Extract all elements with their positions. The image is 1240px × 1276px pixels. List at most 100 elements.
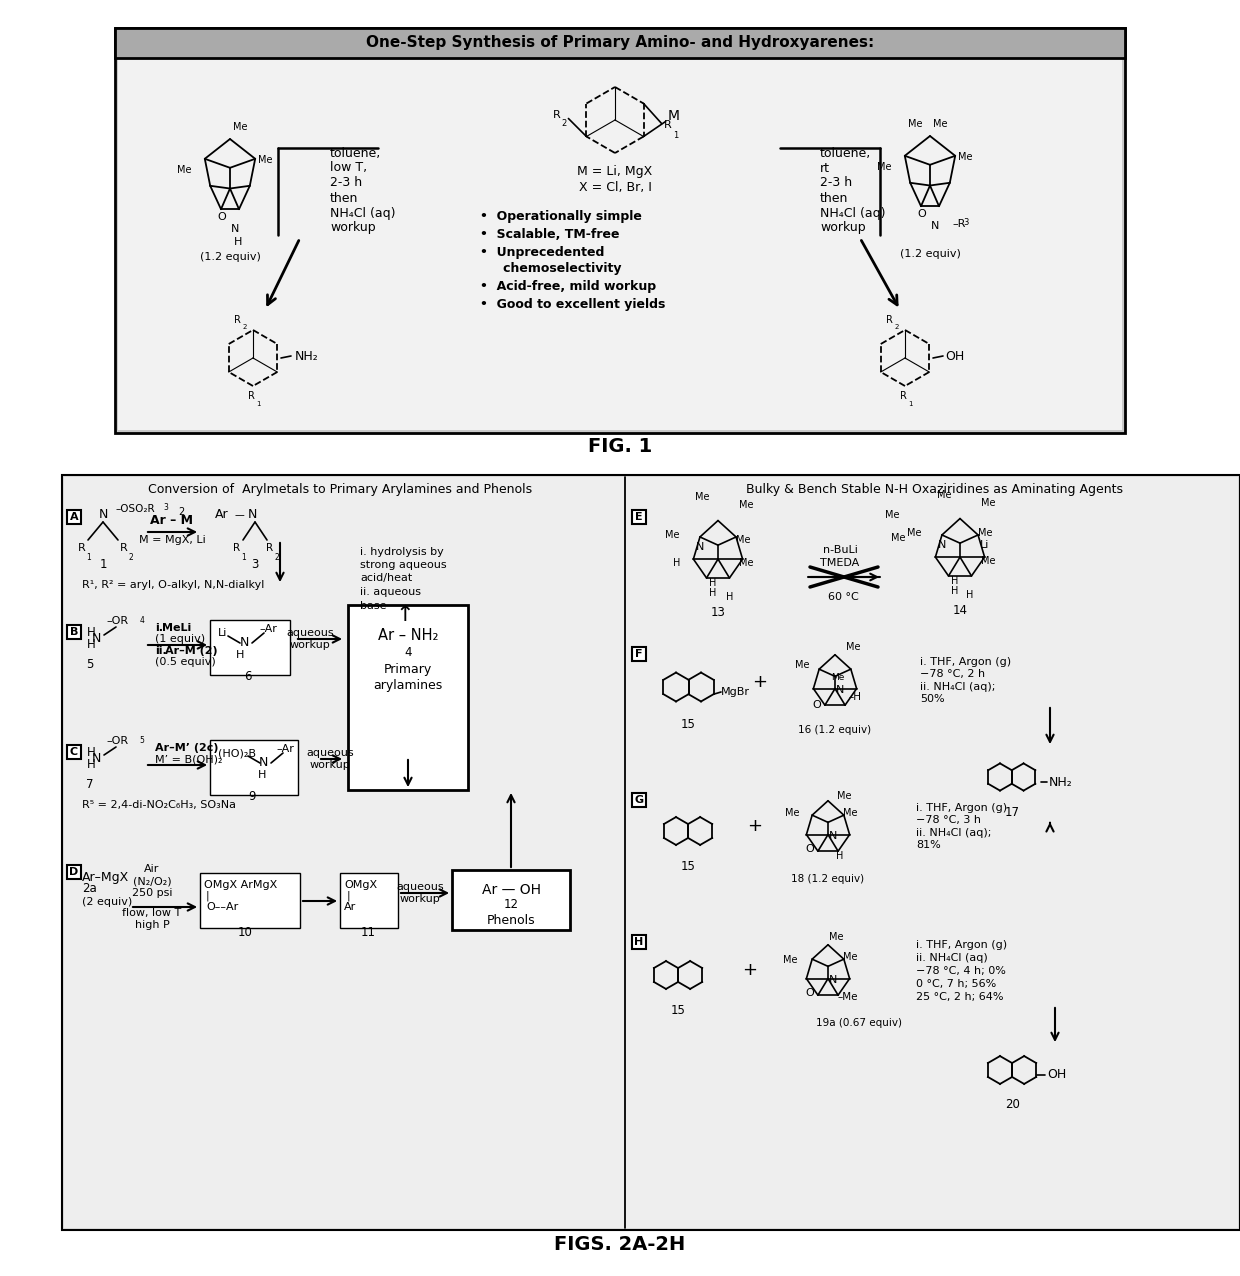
Text: N: N	[239, 637, 249, 649]
Text: –Ar: –Ar	[259, 624, 277, 634]
Text: Li: Li	[981, 540, 990, 550]
Text: 0 °C, 7 h; 56%: 0 °C, 7 h; 56%	[916, 979, 996, 989]
Text: 9: 9	[248, 791, 255, 804]
Text: MeLi: MeLi	[162, 623, 191, 633]
Text: 3: 3	[162, 503, 167, 512]
Text: 15: 15	[681, 860, 696, 873]
Text: Me: Me	[843, 808, 857, 818]
Text: (2 equiv): (2 equiv)	[82, 897, 133, 907]
Text: 5: 5	[87, 658, 94, 671]
Text: N: N	[98, 509, 108, 522]
Text: (0.5 equiv): (0.5 equiv)	[155, 657, 216, 667]
Text: G: G	[635, 795, 644, 805]
Bar	[62, 475, 1240, 1230]
Text: 2a: 2a	[82, 883, 97, 896]
Text: Ar–M’ (2c): Ar–M’ (2c)	[155, 743, 218, 753]
Text: |: |	[347, 891, 351, 901]
Bar	[67, 510, 81, 524]
Text: Bulky & Bench Stable N-H Oxaziridines as Aminating Agents: Bulky & Bench Stable N-H Oxaziridines as…	[746, 482, 1123, 495]
Text: (N₂/O₂): (N₂/O₂)	[133, 877, 171, 886]
Text: NH₄Cl (aq): NH₄Cl (aq)	[820, 207, 885, 219]
Text: R: R	[885, 315, 893, 325]
Text: H: H	[951, 575, 959, 586]
Text: toluene,: toluene,	[330, 147, 381, 160]
Text: 20: 20	[1006, 1099, 1021, 1111]
Text: Me: Me	[937, 490, 952, 500]
Text: H: H	[234, 237, 242, 248]
Text: R: R	[899, 390, 906, 401]
Text: C: C	[69, 746, 78, 757]
Text: 7: 7	[87, 778, 94, 791]
Text: H: H	[87, 746, 95, 759]
Text: R: R	[78, 544, 86, 553]
Text: workup: workup	[399, 894, 440, 903]
Text: +: +	[753, 672, 768, 692]
Text: H: H	[87, 638, 95, 652]
Text: 3: 3	[963, 218, 968, 227]
Text: R: R	[553, 110, 560, 120]
Text: One-Step Synthesis of Primary Amino- and Hydroxyarenes:: One-Step Synthesis of Primary Amino- and…	[366, 36, 874, 51]
Text: H: H	[87, 627, 95, 639]
Text: OMgX ArMgX: OMgX ArMgX	[205, 880, 278, 889]
Text: Ar: Ar	[215, 509, 228, 522]
Text: 50%: 50%	[920, 694, 945, 704]
Text: rt: rt	[820, 162, 830, 175]
Text: (1 equiv): (1 equiv)	[155, 634, 205, 644]
Text: acid/heat: acid/heat	[360, 573, 412, 583]
Text: M: M	[667, 110, 680, 124]
Text: Ar – NH₂: Ar – NH₂	[378, 628, 438, 643]
Text: OH: OH	[945, 350, 965, 362]
Text: strong aqueous: strong aqueous	[360, 560, 446, 570]
Text: R: R	[120, 544, 128, 553]
Text: then: then	[820, 191, 848, 204]
Text: Me: Me	[846, 642, 861, 652]
Text: flow, low T: flow, low T	[123, 909, 181, 917]
Text: Me: Me	[932, 119, 947, 129]
Text: H: H	[951, 586, 959, 596]
Text: +: +	[748, 817, 763, 835]
Text: N: N	[248, 509, 258, 522]
Text: FIGS. 2A-2H: FIGS. 2A-2H	[554, 1235, 686, 1254]
Text: H: H	[635, 937, 644, 947]
Text: O––Ar: O––Ar	[206, 902, 238, 912]
Text: Me: Me	[177, 165, 192, 175]
Text: aqueous: aqueous	[286, 628, 334, 638]
Text: chemoselectivity: chemoselectivity	[490, 262, 621, 276]
Text: 250 psi: 250 psi	[131, 888, 172, 898]
Text: N: N	[828, 831, 837, 841]
Text: N: N	[931, 221, 939, 231]
Bar	[210, 740, 298, 795]
Text: B: B	[69, 627, 78, 637]
Bar	[632, 792, 646, 806]
Text: 2: 2	[179, 507, 185, 517]
Text: F: F	[635, 649, 642, 658]
Text: 13: 13	[711, 606, 725, 620]
Text: Me: Me	[885, 510, 900, 521]
Text: R: R	[233, 315, 241, 325]
Text: N: N	[92, 753, 100, 766]
Text: –H: –H	[848, 692, 862, 702]
Text: −78 °C, 2 h: −78 °C, 2 h	[920, 669, 985, 679]
Text: 1: 1	[908, 401, 913, 407]
Text: H: H	[258, 769, 267, 780]
Text: Me: Me	[981, 556, 996, 567]
Text: low T,: low T,	[330, 162, 367, 175]
Text: 3: 3	[252, 559, 259, 572]
Text: 4: 4	[404, 646, 412, 658]
Text: M = MgX, Li: M = MgX, Li	[139, 535, 206, 545]
Text: NH₄Cl (aq): NH₄Cl (aq)	[330, 207, 396, 219]
Text: OH: OH	[1047, 1068, 1066, 1082]
Text: Me: Me	[908, 119, 923, 129]
Text: ↑: ↑	[396, 605, 414, 625]
Text: R: R	[663, 120, 671, 130]
Text: O: O	[806, 988, 815, 998]
Text: —: —	[236, 510, 244, 521]
Bar	[340, 873, 398, 928]
Text: H: H	[672, 558, 680, 568]
Text: Li: Li	[218, 628, 227, 638]
Text: 17: 17	[1004, 805, 1021, 818]
Text: i.: i.	[155, 623, 162, 633]
Bar	[453, 870, 570, 930]
Text: 4: 4	[140, 616, 144, 625]
Text: R⁵ = 2,4-di-NO₂C₆H₃, SO₃Na: R⁵ = 2,4-di-NO₂C₆H₃, SO₃Na	[82, 800, 236, 810]
